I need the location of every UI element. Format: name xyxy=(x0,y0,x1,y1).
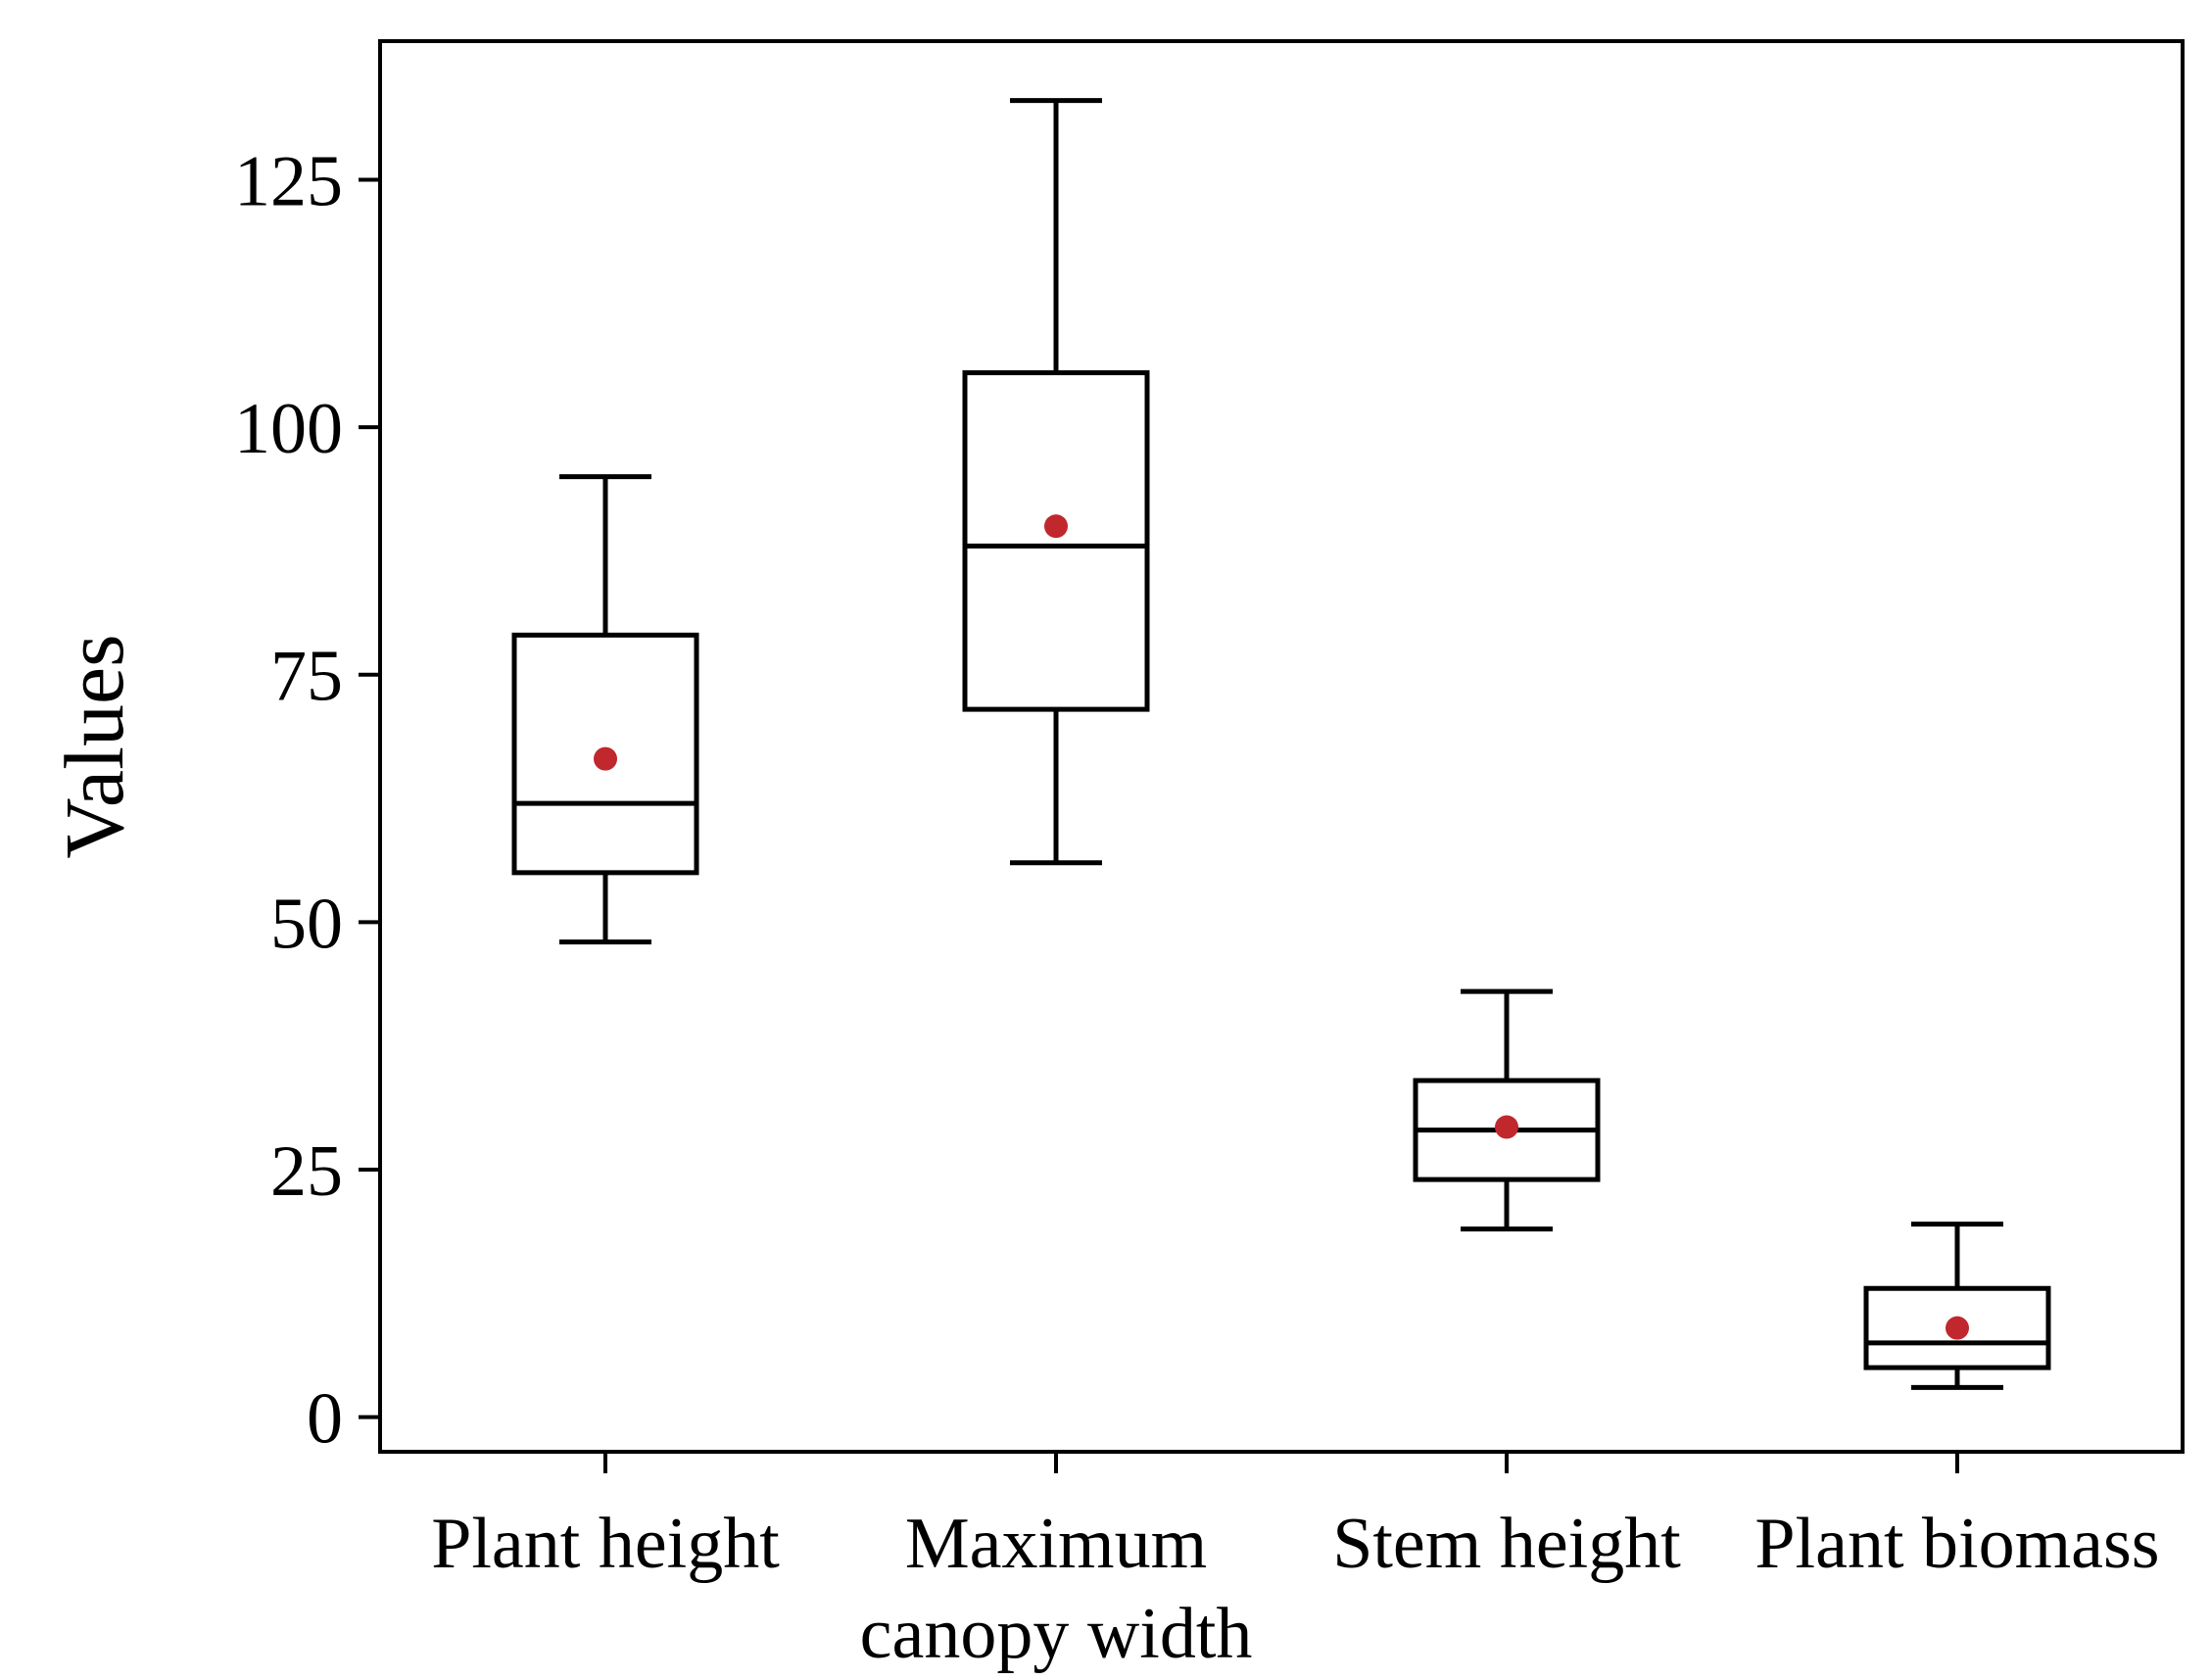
box-1 xyxy=(962,98,1150,866)
x-tick-label-1-line-0: Maximum xyxy=(905,1504,1207,1584)
x-axis: Plant height Maximum canopy width Stem heig… xyxy=(431,1452,2160,1674)
y-axis-label: Values xyxy=(47,634,141,858)
y-tick-label-125: 125 xyxy=(234,141,343,221)
y-axis: 0 25 50 75 100 125 xyxy=(234,141,380,1460)
box-3 xyxy=(1863,1222,2051,1390)
mean-marker xyxy=(1946,1316,1969,1340)
mean-marker xyxy=(594,746,617,771)
mean-marker xyxy=(1495,1115,1518,1139)
y-tick-label-100: 100 xyxy=(234,389,343,469)
y-tick-label-0: 0 xyxy=(307,1379,343,1460)
iqr-box xyxy=(1863,1285,2051,1370)
x-tick-label-3: Plant biomass xyxy=(1754,1504,2159,1584)
iqr-box xyxy=(962,370,1150,712)
x-tick-label-0: Plant height xyxy=(431,1504,780,1584)
box-2 xyxy=(1413,988,1601,1232)
x-tick-label-1-line-1: canopy width xyxy=(860,1594,1253,1674)
mean-marker xyxy=(1044,514,1068,539)
y-tick-label-50: 50 xyxy=(270,884,343,964)
y-tick-label-75: 75 xyxy=(270,637,343,717)
x-tick-label-2: Stem height xyxy=(1332,1504,1681,1584)
box-0 xyxy=(511,474,699,945)
y-tick-label-25: 25 xyxy=(270,1131,343,1212)
iqr-box xyxy=(511,632,699,876)
plot-frame xyxy=(378,39,2185,1454)
boxes xyxy=(511,98,2051,1390)
